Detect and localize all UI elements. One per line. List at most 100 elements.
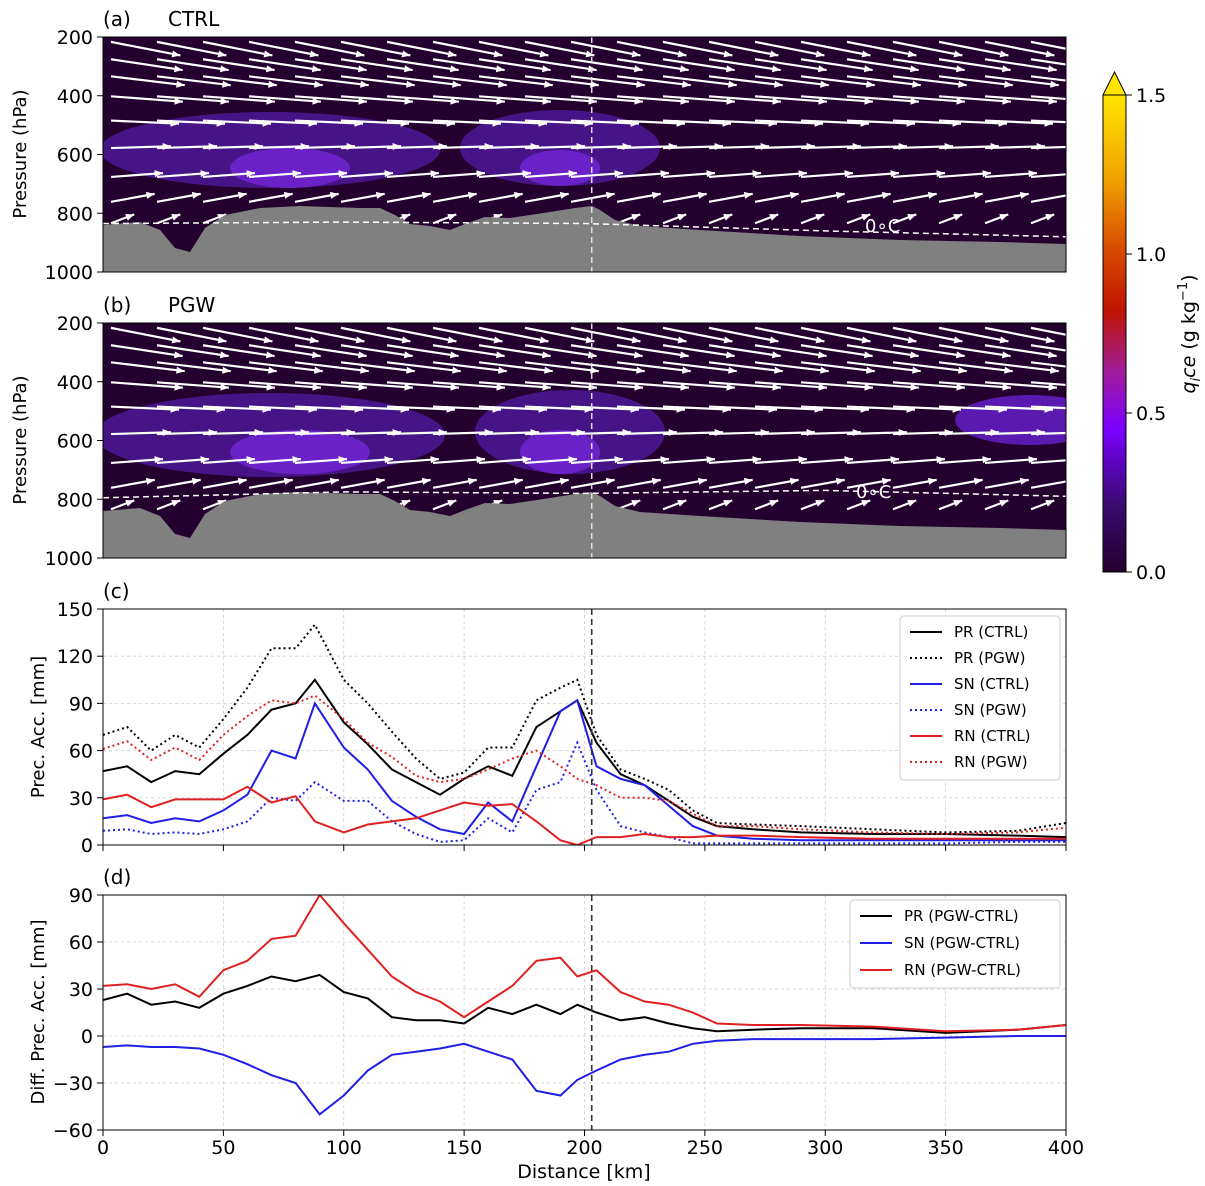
wind-vector-head: [955, 65, 965, 73]
wind-vector-head: [1083, 429, 1091, 436]
wind-vector-head: [476, 456, 485, 464]
freezing-line: [103, 221, 1066, 238]
y-tick-label: 400: [57, 86, 93, 108]
wind-vector-head: [723, 500, 733, 507]
wind-vector: [202, 40, 273, 57]
wind-vector-head: [1045, 500, 1055, 507]
wind-vector-head: [651, 191, 661, 199]
wind-vector-head: [246, 170, 255, 178]
wind-vector-head: [544, 80, 553, 88]
wind-vector-head: [220, 97, 229, 105]
wind-vector-head: [154, 170, 163, 178]
wind-vector: [110, 75, 185, 87]
freezing-label: 0∘C: [865, 216, 900, 237]
ice-blob: [520, 430, 600, 474]
wind-vector-head: [752, 170, 761, 178]
panel-a: (a) CTRL 0∘C 200 400 600 800 1000 Pressure (…: [10, 7, 1101, 284]
wind-vector: [432, 40, 503, 57]
wind-vector-head: [910, 97, 919, 105]
wind-vector-head: [495, 65, 505, 73]
wind-vector: [1030, 58, 1066, 66]
wind-vector: [248, 326, 319, 343]
wind-vector: [708, 361, 783, 373]
wind-vector: [662, 457, 716, 465]
wind-vector: [156, 431, 218, 436]
wind-vector-head: [246, 456, 255, 464]
wind-vector: [386, 344, 459, 358]
wind-vector: [294, 326, 365, 343]
wind-vector: [340, 381, 413, 389]
y-axis-label: Diff. Prec. Acc. [mm]: [28, 919, 49, 1104]
wind-vector-head: [634, 383, 643, 391]
y-tick-label: 0: [81, 835, 93, 857]
wind-vector: [1030, 145, 1066, 150]
wind-vector: [294, 95, 367, 103]
wind-vector: [110, 326, 181, 343]
wind-vector: [938, 95, 1011, 103]
wind-vector: [294, 405, 364, 411]
wind-vector-head: [614, 170, 623, 178]
wind-vector-head: [1091, 120, 1099, 127]
wind-vector: [800, 326, 871, 343]
wind-vector-head: [815, 500, 825, 507]
wind-vector-head: [401, 50, 411, 58]
wind-vector-head: [265, 351, 275, 359]
x-tick-label: 0: [97, 1137, 109, 1159]
panel-b: (b) PGW 0∘C 200 400 600 800 1000 Pressure (h…: [10, 293, 1091, 570]
wind-vector: [754, 405, 824, 411]
panel-a-letter: (a): [103, 7, 131, 31]
wind-vector-head: [697, 477, 707, 485]
wind-vector: [846, 381, 919, 389]
wind-vector: [708, 457, 762, 465]
wind-vector: [110, 381, 183, 389]
wind-vector: [846, 145, 908, 150]
wind-vector-head: [605, 477, 615, 485]
y-tick-label: 60: [69, 932, 93, 954]
wind-vector: [754, 58, 827, 72]
wind-vector: [800, 381, 873, 389]
wind-vector: [662, 119, 732, 125]
wind-vector-head: [1092, 50, 1101, 57]
wind-vector-head: [467, 477, 477, 485]
series-line: [103, 1035, 1066, 1116]
wind-vector: [616, 75, 691, 87]
wind-vector-head: [191, 477, 201, 485]
wind-vector-head: [568, 170, 577, 178]
y-tick-label: −60: [53, 1120, 93, 1142]
wind-vector-head: [222, 80, 231, 88]
wind-vector: [616, 326, 687, 343]
wind-vector-head: [890, 456, 899, 464]
wind-vector: [156, 344, 229, 358]
wind-vector-head: [835, 191, 845, 199]
wind-vector: [248, 405, 318, 411]
legend-label: RN (PGW): [954, 753, 1028, 771]
series-line: [103, 895, 1066, 1033]
x-tick-label: 400: [1048, 1137, 1084, 1159]
wind-vector: [110, 431, 172, 436]
wind-vector-head: [999, 214, 1009, 221]
wind-vector-head: [815, 214, 825, 221]
wind-vector: [294, 457, 348, 465]
wind-vector: [708, 58, 781, 72]
wind-vector: [892, 431, 954, 436]
wind-vector: [754, 361, 829, 373]
wind-vector-head: [542, 97, 551, 105]
wind-vector: [662, 58, 735, 72]
wind-vector: [340, 145, 402, 150]
legend-box: [849, 899, 1061, 989]
wind-vector: [754, 326, 825, 343]
wind-vector-head: [864, 383, 873, 391]
wind-vector: [800, 344, 873, 358]
wind-vector-head: [677, 50, 687, 58]
wind-vector: [800, 75, 875, 87]
panel-d-frame: [102, 894, 1067, 1131]
wind-vector-head: [726, 383, 735, 391]
wind-vector-head: [1048, 97, 1057, 105]
wind-vector: [156, 381, 229, 389]
wind-vector-head: [1045, 50, 1055, 58]
y-tick-label: −30: [53, 1073, 93, 1095]
x-tick-label: 50: [211, 1137, 235, 1159]
wind-vector: [386, 75, 461, 87]
wind-vector-head: [1002, 383, 1011, 391]
wind-vector: [800, 361, 875, 373]
